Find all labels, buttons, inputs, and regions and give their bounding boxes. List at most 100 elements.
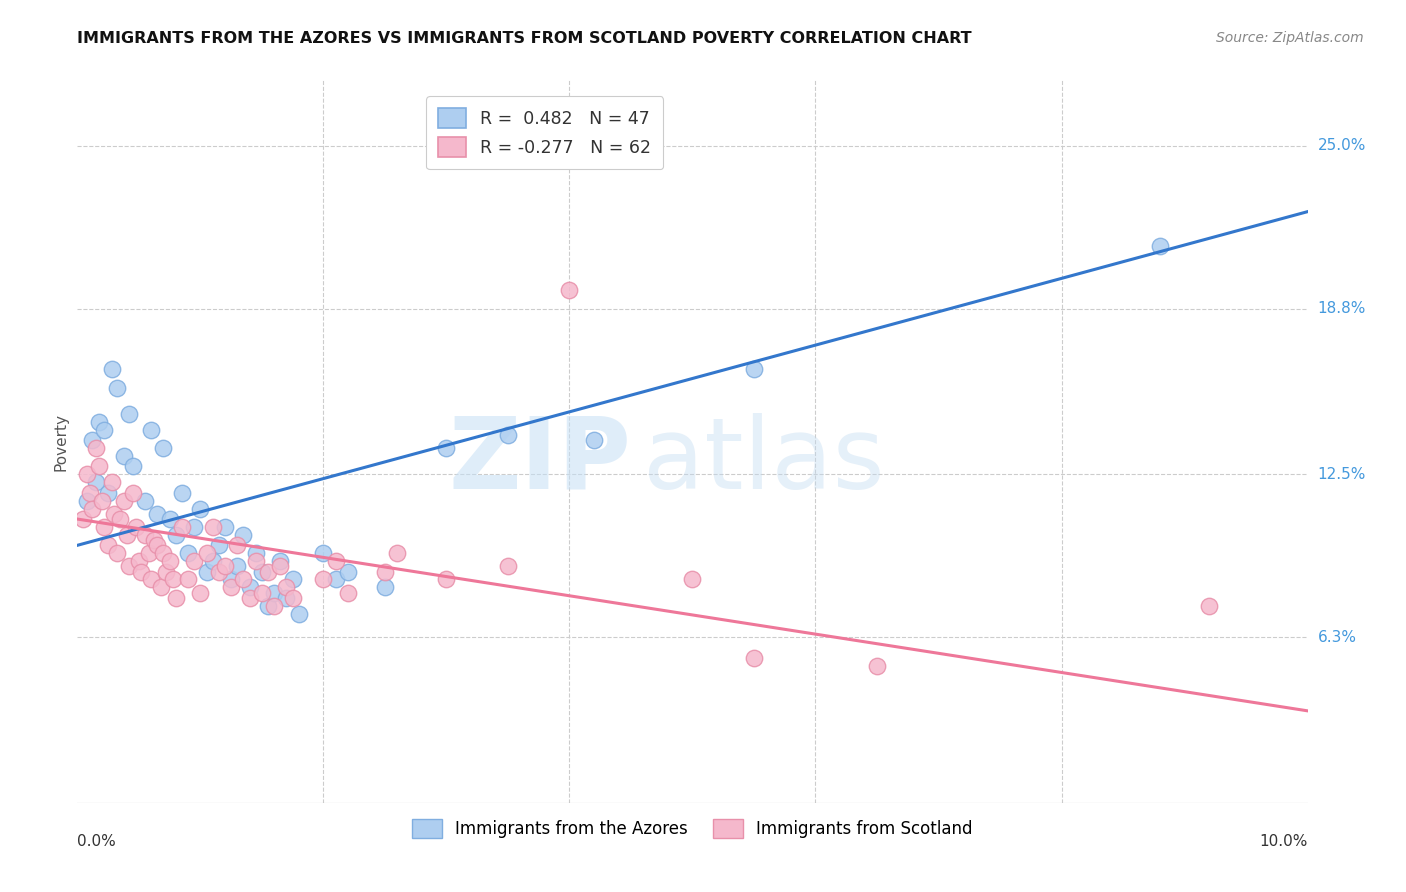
Point — [105, 381, 128, 395]
Point — [226, 538, 249, 552]
Point — [112, 493, 135, 508]
Point — [312, 573, 335, 587]
Text: 6.3%: 6.3% — [1317, 630, 1357, 645]
Point — [76, 493, 98, 508]
Point — [245, 554, 267, 568]
Point — [232, 528, 254, 542]
Point — [162, 573, 184, 587]
Point — [742, 362, 765, 376]
Point — [325, 573, 347, 587]
Point — [257, 599, 280, 613]
Point — [201, 520, 224, 534]
Point — [263, 585, 285, 599]
Point — [1198, 599, 1220, 613]
Point — [146, 507, 169, 521]
Point — [90, 493, 114, 508]
Point — [201, 554, 224, 568]
Point — [150, 580, 173, 594]
Point — [138, 546, 160, 560]
Point — [742, 651, 765, 665]
Point — [866, 659, 889, 673]
Point — [105, 546, 128, 560]
Point — [496, 428, 519, 442]
Point — [183, 554, 205, 568]
Point — [89, 459, 111, 474]
Point — [115, 528, 138, 542]
Point — [97, 538, 120, 552]
Point — [101, 362, 124, 376]
Point — [337, 585, 360, 599]
Point — [281, 591, 304, 605]
Point — [208, 565, 231, 579]
Point — [208, 538, 231, 552]
Point — [188, 585, 212, 599]
Point — [269, 559, 291, 574]
Point — [152, 546, 174, 560]
Point — [112, 449, 135, 463]
Point — [82, 501, 104, 516]
Point — [84, 441, 107, 455]
Point — [103, 507, 125, 521]
Point — [195, 565, 218, 579]
Point — [118, 559, 141, 574]
Point — [219, 580, 242, 594]
Point — [214, 559, 236, 574]
Point — [245, 546, 267, 560]
Text: 10.0%: 10.0% — [1260, 834, 1308, 849]
Point — [281, 573, 304, 587]
Point — [152, 441, 174, 455]
Point — [131, 565, 153, 579]
Point — [558, 284, 581, 298]
Point — [121, 485, 143, 500]
Point — [155, 565, 177, 579]
Point — [76, 467, 98, 482]
Text: Source: ZipAtlas.com: Source: ZipAtlas.com — [1216, 31, 1364, 45]
Point — [128, 554, 150, 568]
Point — [141, 573, 163, 587]
Point — [97, 485, 120, 500]
Point — [387, 546, 409, 560]
Point — [257, 565, 280, 579]
Point — [159, 512, 181, 526]
Point — [239, 591, 262, 605]
Point — [374, 565, 396, 579]
Point — [682, 573, 704, 587]
Point — [159, 554, 181, 568]
Point — [170, 485, 193, 500]
Point — [325, 554, 347, 568]
Text: 12.5%: 12.5% — [1317, 467, 1365, 482]
Point — [165, 591, 187, 605]
Point — [188, 501, 212, 516]
Point — [276, 591, 298, 605]
Point — [337, 565, 360, 579]
Point — [312, 546, 335, 560]
Point — [250, 565, 273, 579]
Point — [82, 434, 104, 448]
Point — [110, 512, 132, 526]
Point — [84, 475, 107, 490]
Legend: Immigrants from the Azores, Immigrants from Scotland: Immigrants from the Azores, Immigrants f… — [405, 813, 980, 845]
Point — [72, 512, 94, 526]
Text: 25.0%: 25.0% — [1317, 138, 1365, 153]
Point — [89, 415, 111, 429]
Point — [93, 520, 115, 534]
Point — [170, 520, 193, 534]
Point — [583, 434, 606, 448]
Point — [250, 585, 273, 599]
Point — [183, 520, 205, 534]
Point — [436, 441, 458, 455]
Point — [177, 546, 200, 560]
Point — [374, 580, 396, 594]
Point — [93, 423, 115, 437]
Point — [214, 520, 236, 534]
Point — [239, 580, 262, 594]
Point — [269, 554, 291, 568]
Point — [1149, 239, 1171, 253]
Point — [142, 533, 165, 547]
Point — [436, 573, 458, 587]
Point — [226, 559, 249, 574]
Y-axis label: Poverty: Poverty — [53, 412, 69, 471]
Point — [146, 538, 169, 552]
Text: ZIP: ZIP — [449, 413, 631, 509]
Point — [276, 580, 298, 594]
